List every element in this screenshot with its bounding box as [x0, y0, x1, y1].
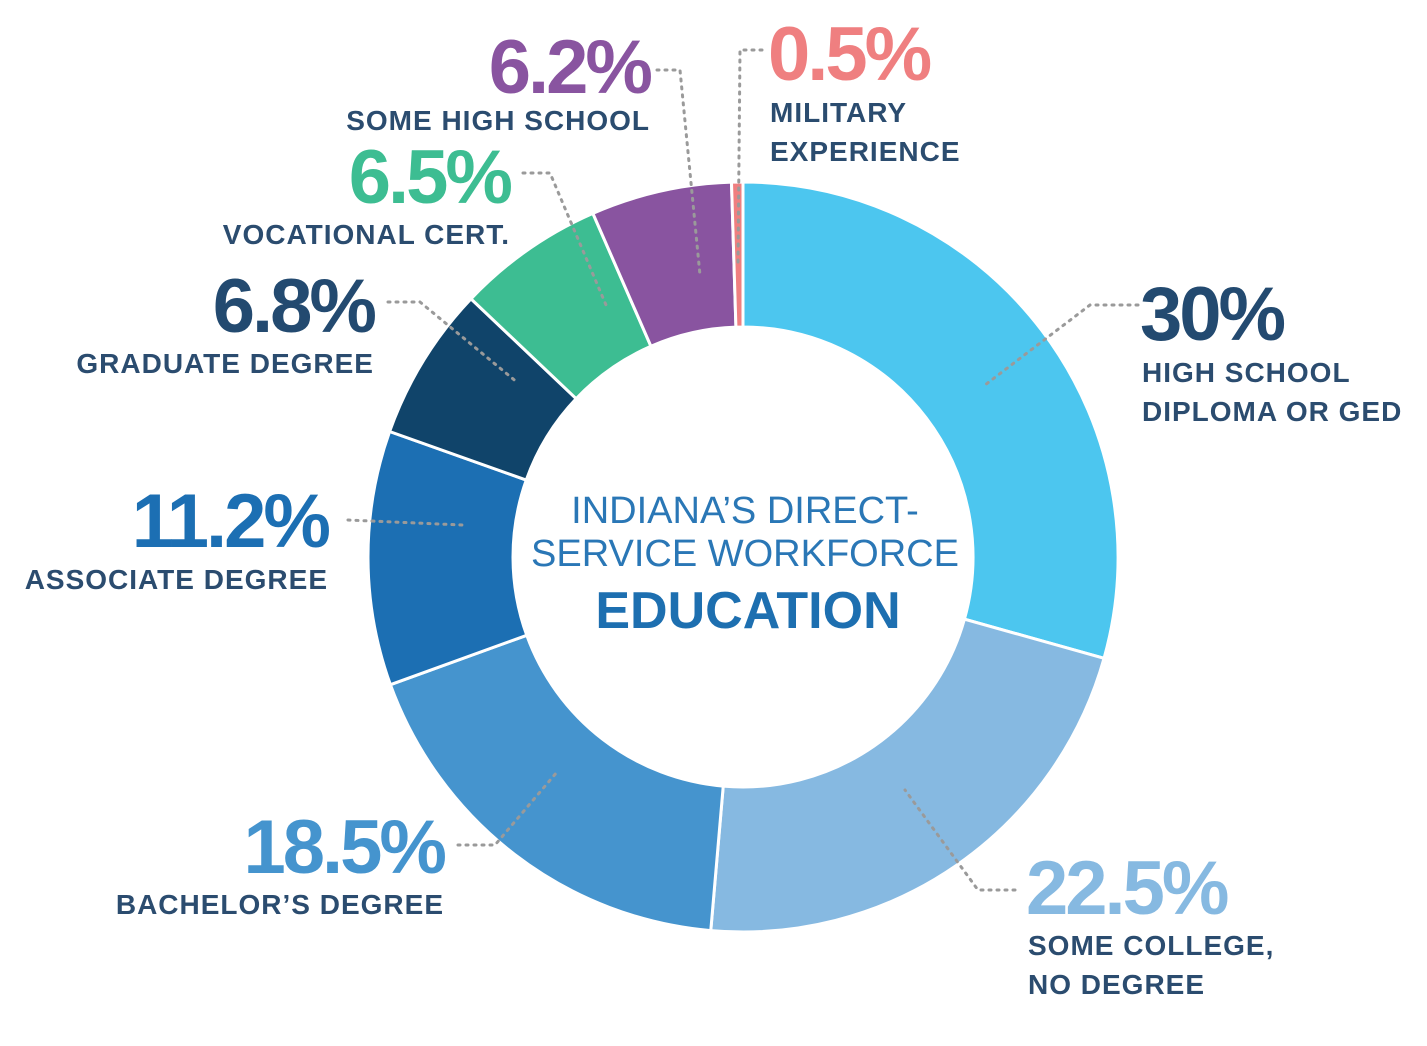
center-title: INDIANA’S DIRECT- SERVICE WORKFORCE EDUC… — [531, 490, 959, 640]
slice-percent-label-6: 6.2% — [489, 25, 652, 110]
slice-percent-label-3: 11.2% — [132, 479, 330, 564]
center-title-line1: INDIANA’S DIRECT- — [571, 490, 919, 532]
slice-labels: 30%HIGH SCHOOL DIPLOMA OR GED 22.5%SOME CO… — [25, 12, 1402, 1000]
leader-lines — [346, 48, 1140, 892]
donut-slice-2 — [388, 633, 725, 933]
slice-percent-label-0: 30% — [1140, 272, 1285, 357]
slice-category-label-7-0: MILITARY — [770, 97, 907, 128]
center-title-emphasis: EDUCATION — [595, 582, 900, 640]
slice-category-label-0-1: DIPLOMA OR GED — [1142, 396, 1402, 427]
leader-line-0 — [983, 303, 1140, 387]
slice-category-label-5-0: VOCATIONAL CERT. — [223, 219, 510, 250]
slice-category-label-4-0: GRADUATE DEGREE — [76, 348, 374, 379]
slice-percent-label-1: 22.5% — [1026, 846, 1228, 931]
donut-slice-0 — [741, 180, 1120, 661]
slice-category-label-1-0: SOME COLLEGE, — [1028, 930, 1274, 961]
leader-line-4 — [386, 300, 520, 385]
slice-percent-label-2: 18.5% — [244, 805, 446, 890]
slice-percent-label-5: 6.5% — [349, 135, 512, 220]
leader-line-6 — [655, 68, 702, 277]
slice-category-label-7-1: EXPERIENCE — [770, 136, 961, 167]
leader-line-7 — [736, 48, 764, 267]
slice-percent-label-4: 6.8% — [213, 264, 376, 349]
slice-category-label-1-1: NO DEGREE — [1028, 969, 1205, 1000]
center-title-line2: SERVICE WORKFORCE — [531, 533, 959, 575]
slice-category-label-2-0: BACHELOR’S DEGREE — [116, 889, 444, 920]
slice-category-label-3-0: ASSOCIATE DEGREE — [25, 564, 328, 595]
slice-percent-label-7: 0.5% — [768, 12, 931, 97]
slice-category-label-0-0: HIGH SCHOOL — [1142, 357, 1351, 388]
leader-line-1 — [903, 788, 1017, 892]
donut-slice-1 — [709, 617, 1106, 934]
leader-line-3 — [346, 518, 464, 527]
leader-line-5 — [521, 171, 608, 307]
donut-slices — [366, 180, 1120, 934]
slice-category-label-6-0: SOME HIGH SCHOOL — [346, 105, 650, 136]
